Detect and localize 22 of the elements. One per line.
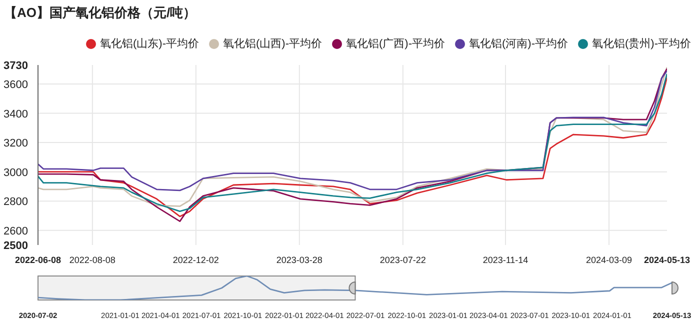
x-tick-label: 2024-03-09: [586, 255, 632, 265]
chart-title: 【AO】国产氧化铝价格（元/吨）: [4, 4, 196, 22]
y-tick-label: 2600: [4, 225, 28, 238]
x-tick-label: 2022-08-08: [69, 255, 116, 265]
y-tick-label: 3730: [4, 60, 28, 72]
legend-label: 氧化铝(山东)-平均价: [100, 38, 199, 50]
y-tick-label: 3200: [4, 138, 28, 150]
x-tick-label: 2023-03-28: [276, 255, 322, 265]
legend-label: 氧化铝(山西)-平均价: [223, 38, 322, 50]
y-tick-label: 3400: [4, 108, 28, 120]
x-tick-label: 2023-11-14: [482, 255, 528, 265]
x-tick-label: 2023-07-22: [380, 255, 426, 265]
y-tick-label: 2800: [4, 196, 28, 208]
y-tick-label: 3600: [4, 79, 28, 92]
legend-label: 氧化铝(广西)-平均价: [346, 38, 445, 50]
y-tick-label: 3000: [4, 166, 28, 179]
legend-label: 氧化铝(河南)-平均价: [469, 38, 568, 50]
x-tick-label: 2024-05-13: [644, 255, 690, 265]
legend-label: 氧化铝(贵州)-平均价: [592, 38, 691, 50]
x-tick-label: 2022-12-02: [172, 255, 219, 265]
y-tick-label: 2500: [4, 240, 28, 252]
x-tick-label: 2022-06-08: [14, 255, 62, 265]
